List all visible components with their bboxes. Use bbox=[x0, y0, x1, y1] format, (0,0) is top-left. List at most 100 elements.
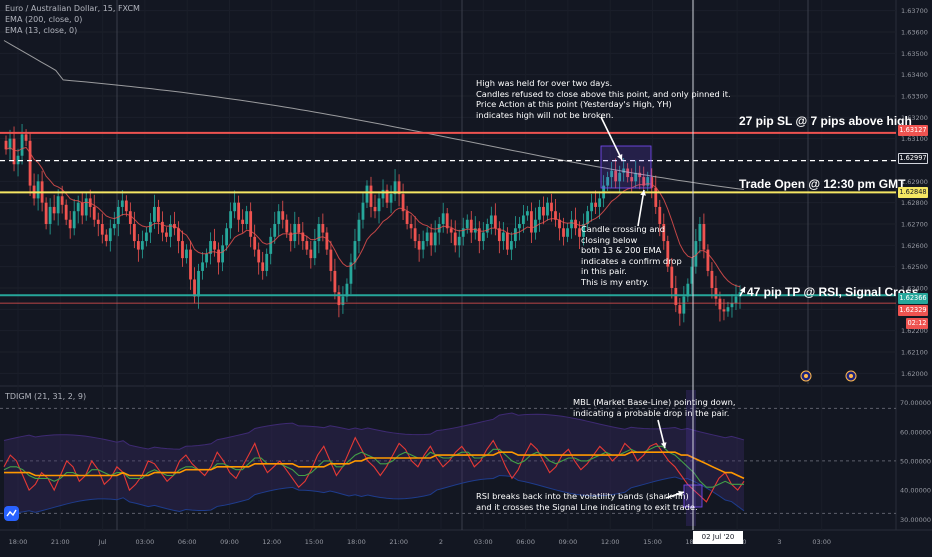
tdi-legend[interactable]: TDIGM (21, 31, 2, 9) bbox=[5, 392, 87, 401]
event-marker-dot bbox=[804, 374, 808, 378]
candle-body bbox=[229, 211, 233, 229]
indicator-tick-label: 60.00000 bbox=[900, 428, 931, 436]
candle-body bbox=[261, 262, 265, 271]
dashed-price-badge: 1.62997 bbox=[898, 153, 928, 164]
candle-body bbox=[185, 249, 188, 259]
candle-body bbox=[522, 215, 525, 224]
annotation-entry: Candle crossing and closing below both 1… bbox=[581, 224, 682, 288]
time-tick-label: 12:00 bbox=[262, 538, 281, 546]
highlight-range bbox=[686, 390, 696, 526]
candle-body bbox=[393, 181, 397, 195]
candle-body bbox=[225, 228, 229, 246]
candle-body bbox=[241, 219, 245, 224]
time-tick-label: 12:00 bbox=[601, 538, 620, 546]
candle-body bbox=[365, 185, 369, 203]
indicator-tick-label: 40.00000 bbox=[900, 487, 931, 495]
candle-body bbox=[353, 241, 357, 263]
ema200-line bbox=[3, 40, 745, 190]
indicator-tick-label: 70.00000 bbox=[900, 399, 931, 407]
candle-body bbox=[20, 134, 24, 156]
annotation-line: Candles refused to close above this poin… bbox=[476, 88, 731, 99]
time-tick-label: 21:00 bbox=[389, 538, 408, 546]
candle-body bbox=[289, 232, 293, 242]
volatility-band-lower bbox=[3, 475, 745, 514]
candle-body bbox=[157, 206, 160, 222]
crosshair-time-label: 02 Jul '20 15:45 bbox=[693, 531, 743, 554]
candle-body bbox=[64, 204, 68, 220]
price-tick-label: 1.62500 bbox=[901, 263, 928, 271]
candle-body bbox=[193, 279, 196, 297]
candle-body bbox=[493, 215, 497, 229]
ema200-legend[interactable]: EMA (200, close, 0) bbox=[5, 15, 83, 24]
candle-body bbox=[120, 200, 124, 207]
candle-body bbox=[714, 288, 718, 299]
time-tick-label: 06:00 bbox=[178, 538, 197, 546]
time-tick-label: 15:00 bbox=[305, 538, 324, 546]
candle-body bbox=[124, 200, 128, 212]
candle-body bbox=[257, 249, 261, 263]
indicator-tick-label: 50.00000 bbox=[900, 457, 931, 465]
candle-body bbox=[586, 211, 589, 224]
candle-body bbox=[469, 219, 473, 233]
price-tick-label: 1.63500 bbox=[901, 50, 928, 58]
arrow-entry-shaft bbox=[637, 189, 645, 227]
candle-body bbox=[357, 219, 361, 242]
candle-body bbox=[181, 241, 184, 259]
symbol-legend[interactable]: Euro / Australian Dollar, 15, FXCM bbox=[5, 4, 140, 13]
candle-body bbox=[606, 177, 610, 186]
candle-body bbox=[670, 266, 674, 288]
annotation-line: Price Action at this point (Yesterday's … bbox=[476, 99, 672, 110]
candle-body bbox=[116, 206, 120, 224]
candle-body bbox=[297, 224, 301, 233]
candle-body bbox=[485, 224, 489, 233]
arrow-tp-head bbox=[739, 287, 745, 293]
annotation-line: High was held for over two days. bbox=[476, 78, 613, 88]
ema13-legend[interactable]: EMA (13, close, 0) bbox=[5, 26, 78, 35]
candle-body bbox=[56, 196, 60, 214]
candle-body bbox=[526, 211, 529, 216]
candle-body bbox=[377, 198, 381, 212]
candle-body bbox=[550, 202, 553, 212]
annotation-mbl: MBL (Market Base-Line) pointing down, in… bbox=[573, 397, 736, 418]
candle-body bbox=[309, 249, 313, 259]
annotation-line: indicates a confirm drop bbox=[581, 255, 682, 266]
price-tick-label: 1.62800 bbox=[901, 199, 928, 207]
annotation-line: closing below bbox=[581, 234, 638, 245]
candle-body bbox=[201, 262, 204, 271]
candle-body bbox=[433, 232, 437, 246]
candle-body bbox=[417, 241, 421, 250]
price-tick-label: 1.63200 bbox=[901, 114, 928, 122]
candle-body bbox=[209, 241, 212, 254]
candle-body bbox=[281, 211, 285, 220]
candle-body bbox=[221, 245, 224, 263]
time-tick-label: 18:00 bbox=[9, 538, 28, 546]
candle-body bbox=[650, 177, 654, 188]
tradingview-logo[interactable] bbox=[4, 506, 19, 521]
candle-body bbox=[538, 206, 541, 220]
candle-body bbox=[197, 270, 200, 297]
event-marker-dot bbox=[849, 374, 853, 378]
candle-body bbox=[658, 206, 662, 224]
annotation-line: indicating a probable drop in the pair. bbox=[573, 407, 730, 418]
annotation-rsi: RSI breaks back into the volatility band… bbox=[476, 491, 698, 512]
candle-body bbox=[92, 206, 96, 220]
candle-body bbox=[445, 213, 449, 229]
arrow-rsi-head bbox=[678, 490, 684, 497]
candle-body bbox=[501, 232, 505, 242]
candle-body bbox=[638, 172, 642, 178]
candle-body bbox=[349, 262, 353, 284]
candle-body bbox=[52, 206, 56, 214]
price-tick-label: 1.62200 bbox=[901, 327, 928, 335]
price-tick-label: 1.62000 bbox=[901, 370, 928, 378]
candle-body bbox=[666, 241, 670, 267]
candle-body bbox=[76, 202, 80, 212]
candle-body bbox=[505, 232, 509, 250]
candle-body bbox=[128, 211, 132, 224]
candle-body bbox=[698, 224, 702, 242]
candle-body bbox=[530, 211, 533, 233]
candle-body bbox=[618, 172, 622, 182]
arrow-entry-head bbox=[640, 190, 646, 196]
candle-body bbox=[582, 224, 585, 237]
